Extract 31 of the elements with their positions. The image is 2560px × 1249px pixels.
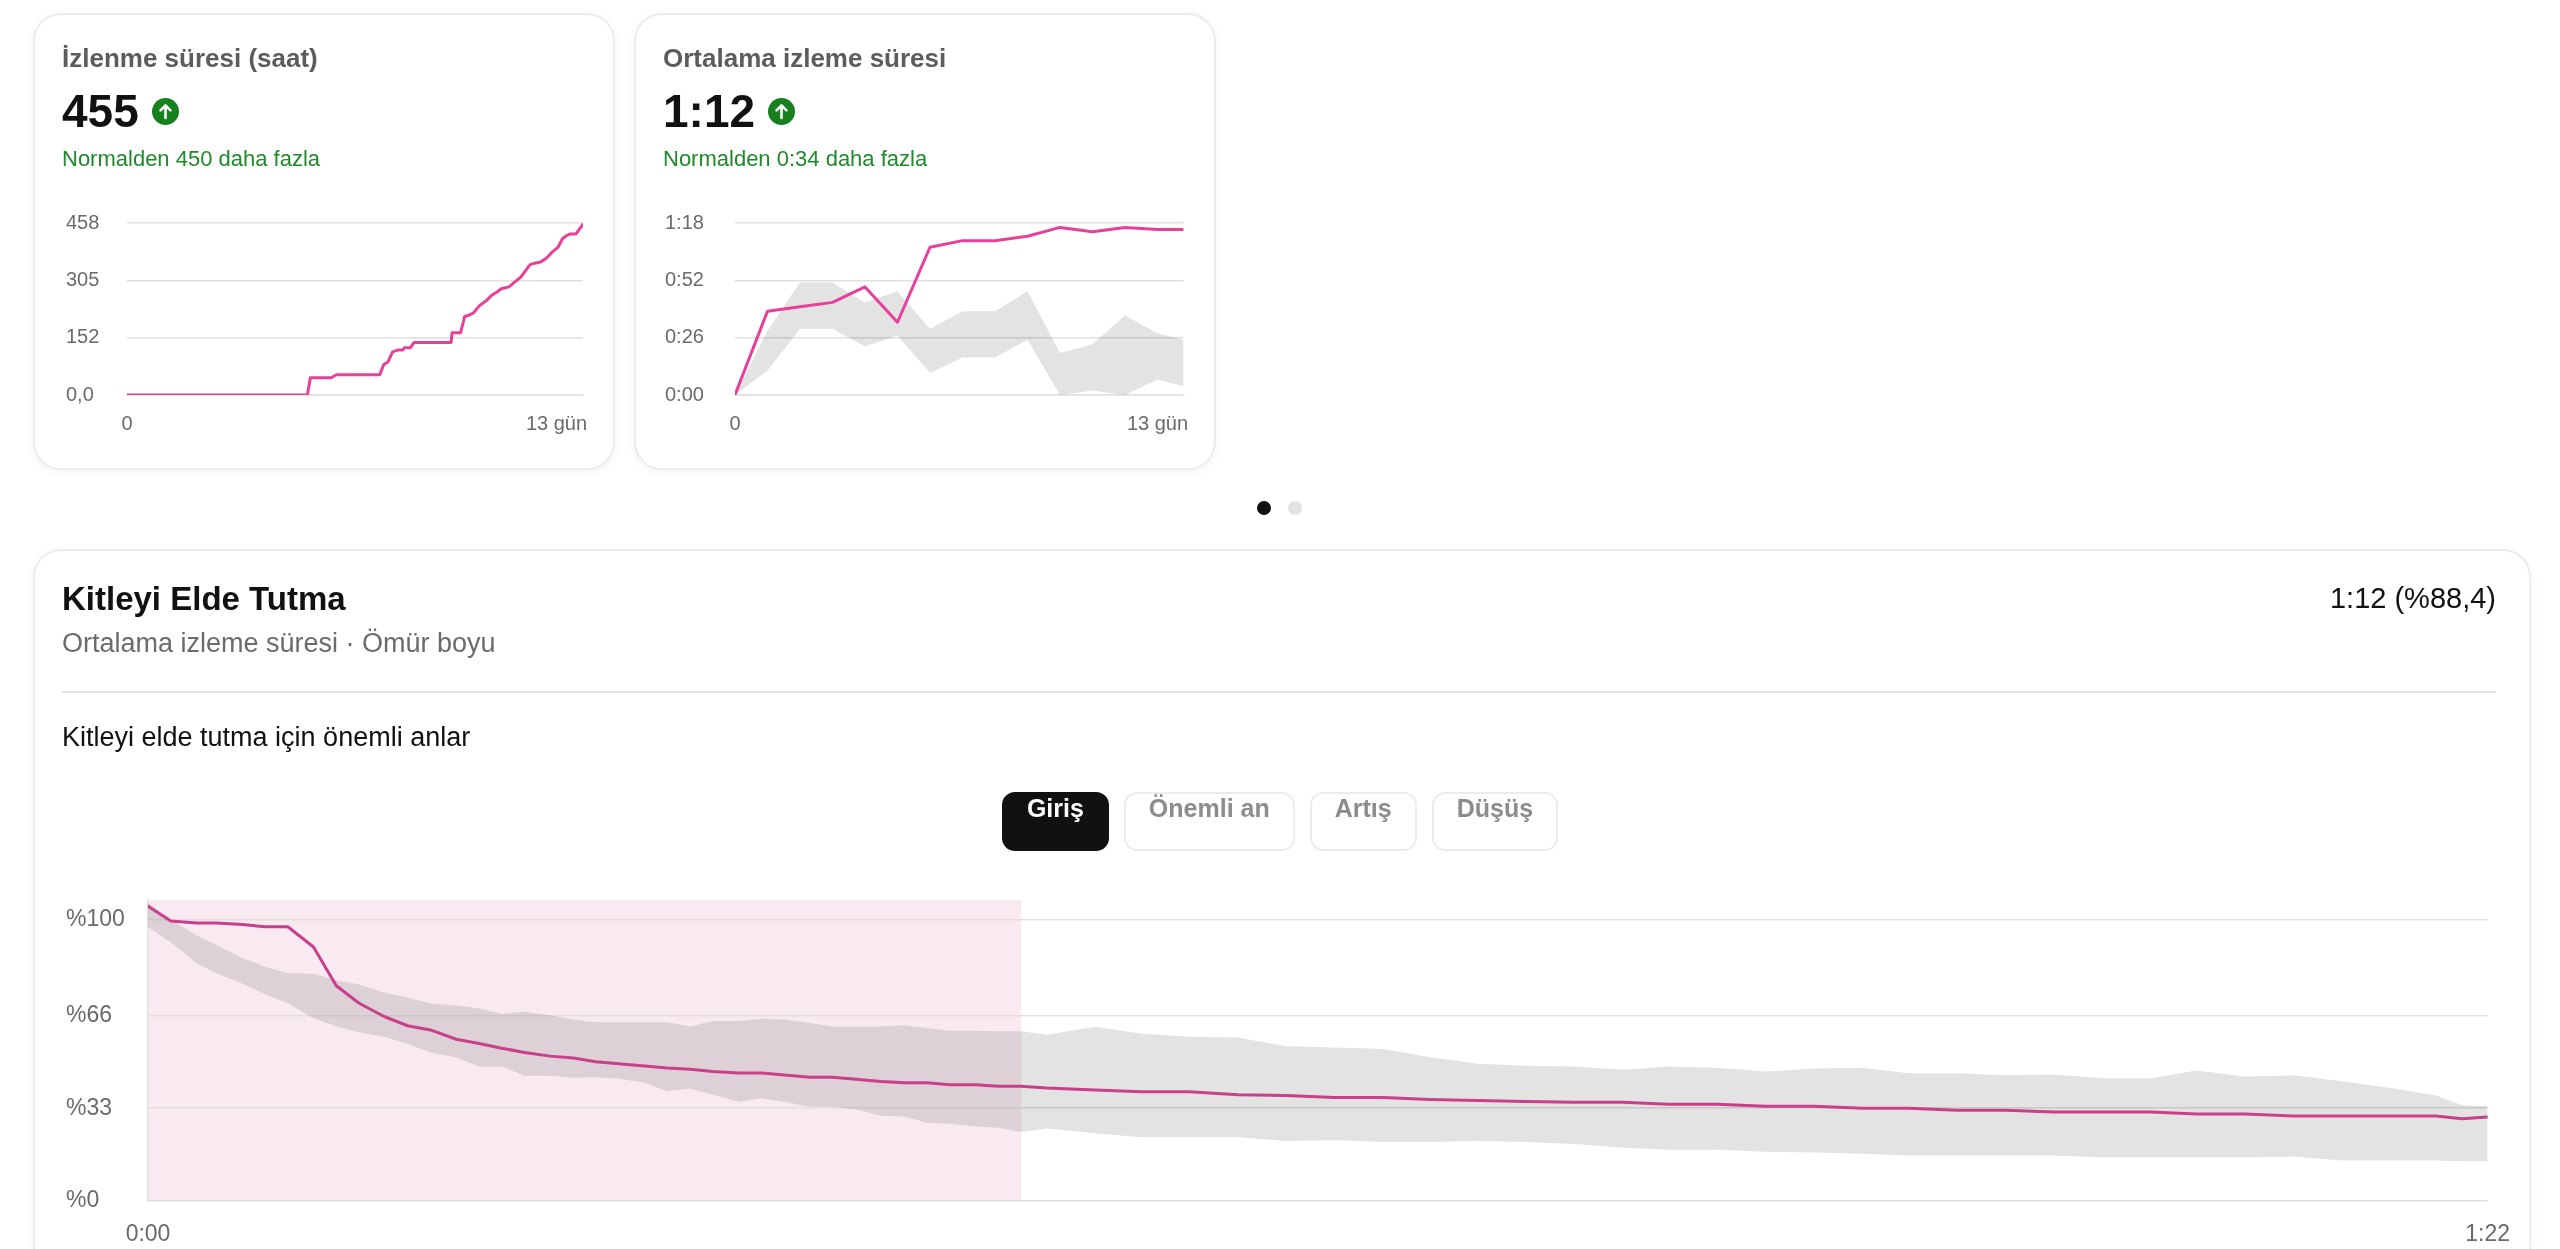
text: 1:12 (%88,4) xyxy=(2329,582,2496,615)
x-tick-label: 13 gün xyxy=(1126,411,1189,434)
y-tick-label: 0,0 xyxy=(66,382,94,405)
text: Normalden 0:34 daha fazla xyxy=(663,146,928,172)
chart-title: Ortalama izleme süresi xyxy=(663,43,947,74)
x-tick-label: 13 gün xyxy=(525,411,588,434)
x-tick-label: 0 xyxy=(121,411,133,434)
text: 1:12 xyxy=(663,84,756,138)
y-tick-label: %33 xyxy=(66,1093,113,1120)
chart-title: İzlenme süresi (saat) xyxy=(62,43,318,74)
chart-subtitle: Ortalama izleme süresi · Ömür boyu xyxy=(62,628,496,659)
y-tick-label: %0 xyxy=(66,1186,100,1213)
chart-title: Kitleyi Elde Tutma xyxy=(62,580,346,618)
tab-button[interactable]: Artış xyxy=(1309,792,1417,851)
tab-button[interactable]: Düşüş xyxy=(1431,792,1559,851)
tab-button[interactable]: Önemli an xyxy=(1123,792,1295,851)
text: Kitleyi elde tutma için önemli anlar xyxy=(62,722,471,753)
y-tick-label: 305 xyxy=(66,267,100,290)
y-tick-label: 152 xyxy=(66,325,100,348)
y-tick-label: 0:00 xyxy=(665,382,704,405)
text: 455 xyxy=(62,84,139,138)
x-tick-label: 1:22 xyxy=(2465,1220,2510,1247)
y-tick-label: 0:26 xyxy=(665,325,704,348)
y-tick-label: %100 xyxy=(66,905,125,932)
y-tick-label: 0:52 xyxy=(665,267,704,290)
x-tick-label: 0 xyxy=(729,411,741,434)
y-tick-label: 458 xyxy=(66,210,100,233)
y-tick-label: 1:18 xyxy=(665,210,704,233)
text: Normalden 450 daha fazla xyxy=(62,146,321,172)
y-tick-label: %66 xyxy=(66,1000,113,1027)
tab-button[interactable]: Giriş xyxy=(1001,792,1109,851)
